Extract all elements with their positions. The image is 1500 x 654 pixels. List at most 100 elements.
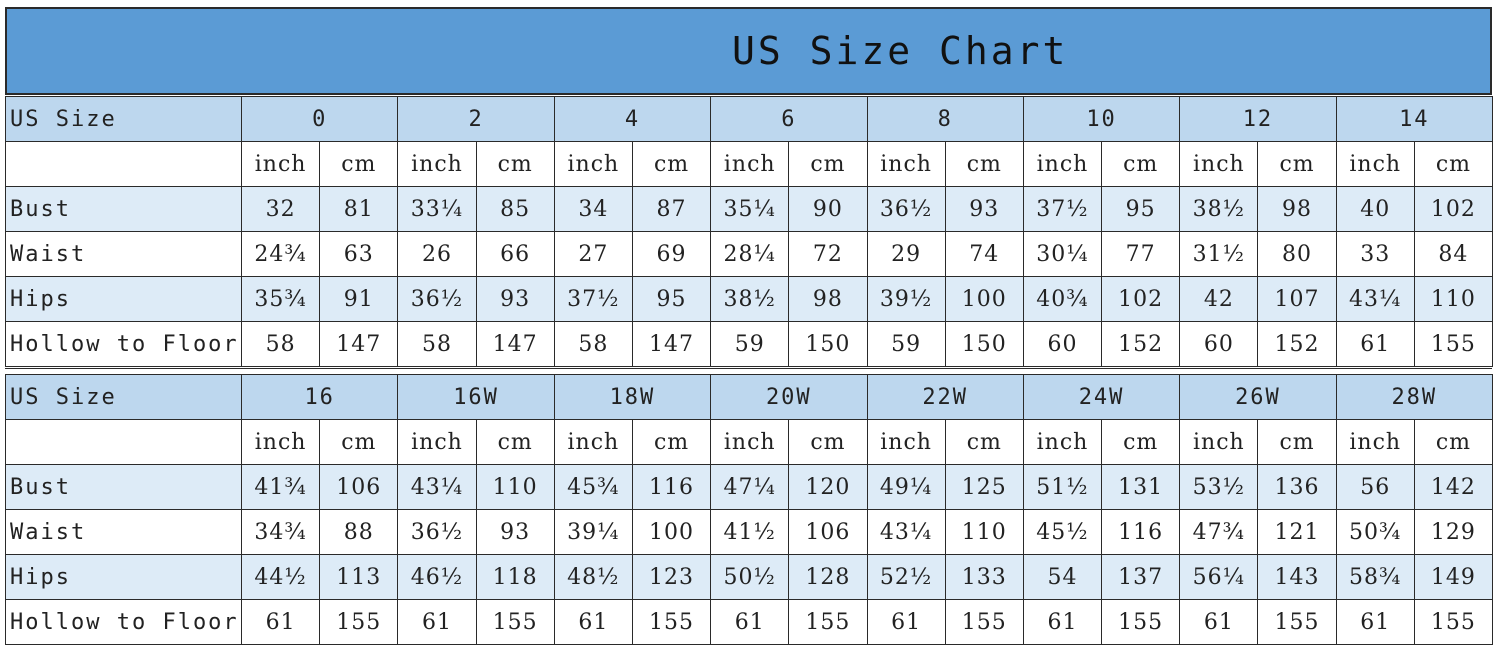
unit-label: cm bbox=[944, 419, 1024, 465]
measurement-value: 45½ bbox=[1022, 509, 1103, 555]
measurement-value: 30¼ bbox=[1022, 231, 1103, 277]
measurement-value: 84 bbox=[1413, 231, 1494, 277]
measurement-value: 36½ bbox=[866, 186, 946, 232]
unit-label: cm bbox=[475, 419, 555, 465]
unit-label: cm bbox=[944, 141, 1024, 187]
measurement-value: 123 bbox=[631, 554, 712, 600]
measurement-value: 116 bbox=[631, 464, 712, 510]
measurement-value: 95 bbox=[1101, 186, 1181, 232]
measurement-value: 52½ bbox=[866, 554, 946, 600]
unit-label: inch bbox=[710, 419, 790, 465]
measurement-value: 33¼ bbox=[397, 186, 477, 232]
table-row: Hips 44½ 113 46½ 118 48½ 123 50½ 128 52½ 133 54 137 5… bbox=[5, 554, 1494, 600]
measurement-value: 142 bbox=[1413, 464, 1494, 510]
measurement-value: 61 bbox=[553, 599, 633, 645]
unit-label: inch bbox=[1022, 419, 1103, 465]
unit-label: cm bbox=[631, 141, 712, 187]
measurement-value: 61 bbox=[710, 599, 790, 645]
measurement-value: 26 bbox=[397, 231, 477, 277]
table-row: Waist 24¾ 63 26 66 27 69 28¼ 72 29 74 30¼ 77 31½ 80 33 8… bbox=[5, 231, 1494, 277]
measurement-value: 143 bbox=[1257, 554, 1337, 600]
measurement-value: 133 bbox=[944, 554, 1024, 600]
measurement-value: 36½ bbox=[397, 509, 477, 555]
size-table-2: US Size 16 16W 18W 20W 22W 24W 26W 28W inch cm inch… bbox=[5, 374, 1494, 645]
measurement-value: 77 bbox=[1101, 231, 1181, 277]
measurement-value: 155 bbox=[1101, 599, 1181, 645]
table-row: Bust 41¾ 106 43¼ 110 45¾ 116 47¼ 120 49¼ 125 51½ 131… bbox=[5, 464, 1494, 510]
measurement-value: 116 bbox=[1101, 509, 1181, 555]
measurement-value: 155 bbox=[1257, 599, 1337, 645]
measurement-label: Hips bbox=[5, 554, 242, 600]
measurement-value: 155 bbox=[788, 599, 868, 645]
measurement-value: 110 bbox=[944, 509, 1024, 555]
measurement-value: 81 bbox=[319, 186, 399, 232]
measurement-value: 66 bbox=[475, 231, 555, 277]
units-row: inch cm inch cm inch cm inch cm inch cm inch cm inch… bbox=[5, 419, 1494, 465]
size-column-header: 24W bbox=[1022, 374, 1181, 420]
measurement-value: 98 bbox=[1257, 186, 1337, 232]
measurement-value: 42 bbox=[1179, 276, 1259, 322]
size-column-header: 28W bbox=[1335, 374, 1494, 420]
size-column-header: 18W bbox=[553, 374, 712, 420]
header-label: US Size bbox=[5, 374, 242, 420]
header-label: US Size bbox=[5, 96, 242, 142]
unit-label: inch bbox=[1179, 141, 1259, 187]
measurement-value: 88 bbox=[319, 509, 399, 555]
measurement-value: 32 bbox=[240, 186, 321, 232]
measurement-value: 24¾ bbox=[240, 231, 321, 277]
measurement-value: 61 bbox=[1179, 599, 1259, 645]
unit-label: inch bbox=[1335, 419, 1415, 465]
measurement-value: 61 bbox=[397, 599, 477, 645]
measurement-value: 102 bbox=[1101, 276, 1181, 322]
measurement-value: 41½ bbox=[710, 509, 790, 555]
measurement-value: 150 bbox=[944, 321, 1024, 367]
measurement-value: 93 bbox=[944, 186, 1024, 232]
unit-label: inch bbox=[397, 419, 477, 465]
measurement-value: 150 bbox=[788, 321, 868, 367]
unit-label: cm bbox=[319, 141, 399, 187]
size-column-header: 2 bbox=[397, 96, 555, 142]
unit-label: cm bbox=[1413, 141, 1494, 187]
unit-label: cm bbox=[1413, 419, 1494, 465]
measurement-value: 37½ bbox=[1022, 186, 1103, 232]
measurement-value: 45¾ bbox=[553, 464, 633, 510]
measurement-label: Bust bbox=[5, 464, 242, 510]
measurement-value: 49¼ bbox=[866, 464, 946, 510]
measurement-value: 33 bbox=[1335, 231, 1415, 277]
measurement-value: 128 bbox=[788, 554, 868, 600]
measurement-value: 155 bbox=[944, 599, 1024, 645]
unit-label: cm bbox=[1101, 141, 1181, 187]
measurement-label: Hollow to Floor bbox=[5, 321, 242, 367]
measurement-value: 35¾ bbox=[240, 276, 321, 322]
measurement-value: 47¼ bbox=[710, 464, 790, 510]
measurement-value: 90 bbox=[788, 186, 868, 232]
empty-cell bbox=[5, 419, 242, 465]
measurement-value: 120 bbox=[788, 464, 868, 510]
measurement-value: 147 bbox=[631, 321, 712, 367]
measurement-value: 136 bbox=[1257, 464, 1337, 510]
measurement-label: Waist bbox=[5, 231, 242, 277]
measurement-value: 106 bbox=[788, 509, 868, 555]
measurement-value: 80 bbox=[1257, 231, 1337, 277]
measurement-value: 31½ bbox=[1179, 231, 1259, 277]
measurement-value: 59 bbox=[710, 321, 790, 367]
measurement-value: 40 bbox=[1335, 186, 1415, 232]
measurement-value: 58¾ bbox=[1335, 554, 1415, 600]
measurement-value: 61 bbox=[240, 599, 321, 645]
unit-label: cm bbox=[1257, 419, 1337, 465]
size-column-header: 4 bbox=[553, 96, 712, 142]
measurement-value: 61 bbox=[1335, 321, 1415, 367]
measurement-value: 121 bbox=[1257, 509, 1337, 555]
measurement-value: 54 bbox=[1022, 554, 1103, 600]
unit-label: cm bbox=[631, 419, 712, 465]
measurement-value: 38½ bbox=[710, 276, 790, 322]
unit-label: inch bbox=[1022, 141, 1103, 187]
measurement-value: 93 bbox=[475, 276, 555, 322]
measurement-value: 56 bbox=[1335, 464, 1415, 510]
measurement-value: 155 bbox=[1413, 599, 1494, 645]
size-column-header: 0 bbox=[240, 96, 399, 142]
measurement-value: 40¾ bbox=[1022, 276, 1103, 322]
measurement-value: 147 bbox=[319, 321, 399, 367]
measurement-value: 155 bbox=[1413, 321, 1494, 367]
measurement-value: 58 bbox=[240, 321, 321, 367]
